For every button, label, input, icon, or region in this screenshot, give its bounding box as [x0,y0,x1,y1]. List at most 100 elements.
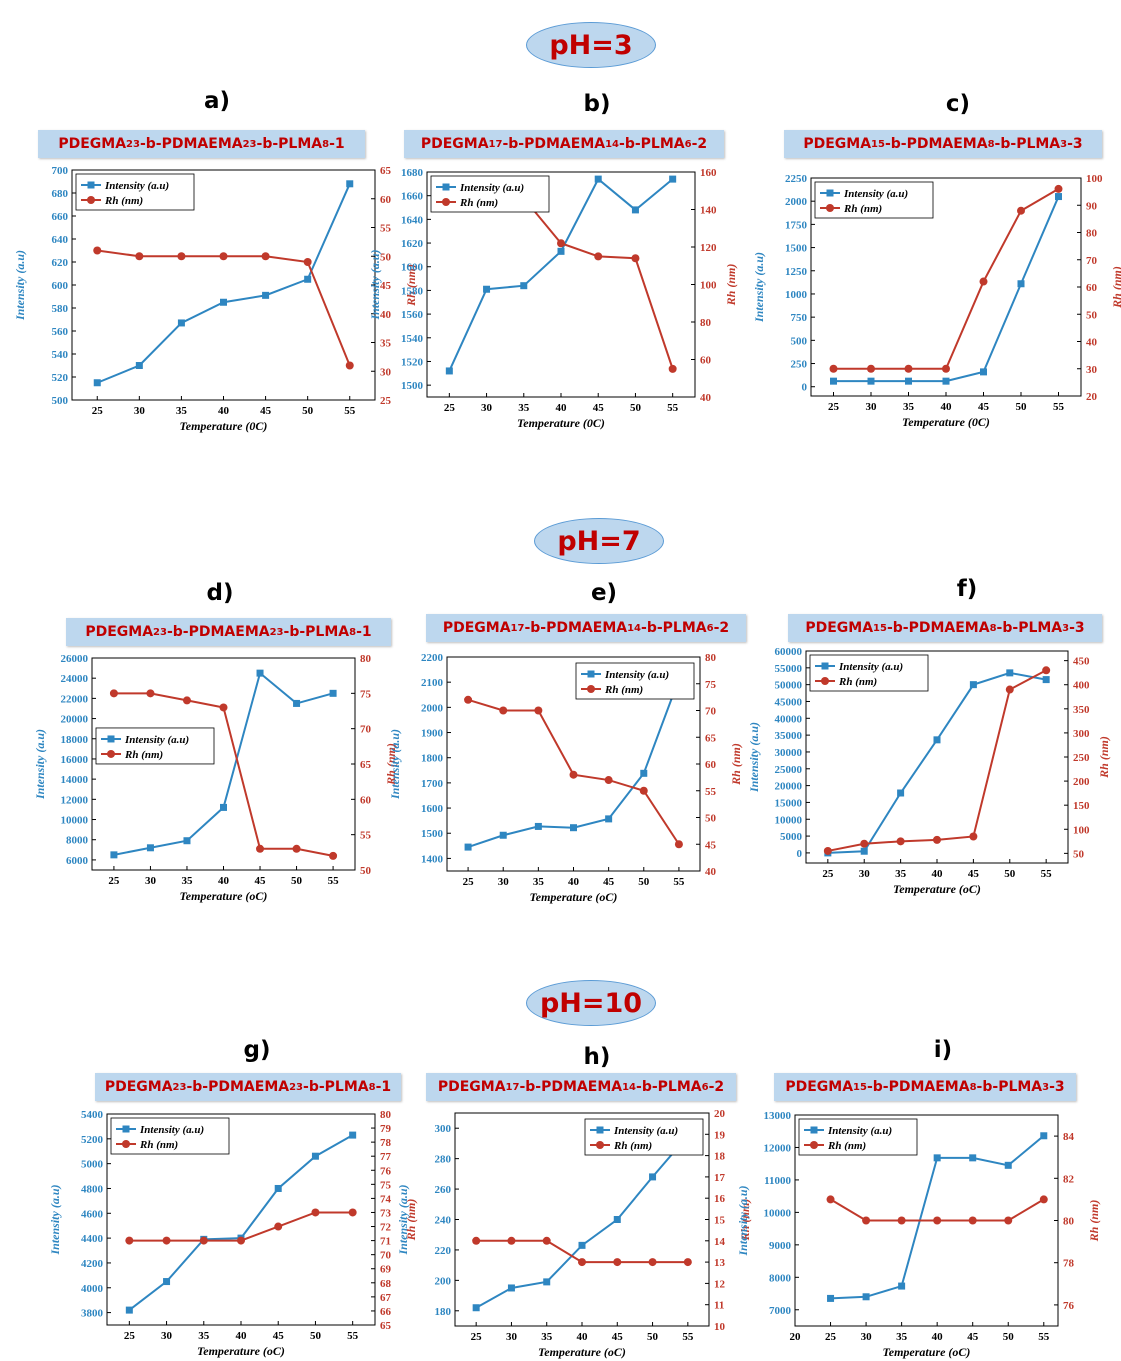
rh-point [1004,1216,1013,1225]
title-text: -1 [375,1079,392,1095]
x-axis-title: Temperature (oC) [538,1345,626,1359]
x-tick-label: 40 [218,875,230,887]
title-subscript: 14 [627,622,642,634]
legend-swatch-marker [826,204,834,212]
rh-point [125,1236,134,1245]
title-subscript: 17 [505,1081,520,1093]
rh-point [1054,184,1063,193]
intensity-point [1040,1132,1048,1140]
y-left-tick-label: 8000 [66,835,89,847]
title-text: -b-PDMAEMA [866,1079,970,1095]
x-axis-title: Temperature (0C) [517,416,605,430]
intensity-point [897,789,905,797]
y-left-tick-label: 12000 [61,794,89,806]
y-left-tick-label: 4200 [81,1258,104,1270]
legend-swatch-marker [826,189,834,197]
x-tick-label: 50 [291,875,303,887]
legend: Intensity (a.u) Rh (nm) [430,175,550,213]
intensity-point [472,1304,480,1312]
legend: Intensity (a.u) Rh (nm) [95,727,215,765]
intensity-point [1055,193,1062,201]
y-left-tick-label: 25000 [775,764,803,776]
y-left-tick-label: 60000 [775,646,803,658]
rh-point [933,835,941,844]
intensity-point [570,824,577,832]
y-left-tick-label: 520 [52,372,69,384]
intensity-point [649,1173,657,1181]
intensity-point [969,1154,977,1162]
y-right-tick-label: 70 [380,1250,392,1262]
intensity-point [110,851,118,859]
rh-point [578,1258,586,1267]
y-left-tick-label: 280 [435,1154,452,1166]
rh-point [219,252,228,261]
intensity-point [274,1184,282,1192]
intensity-point [329,689,337,697]
y-right-tick-label: 50 [705,813,717,825]
y-right-tick-label: 70 [360,724,372,736]
legend-label: Rh (nm) [827,1140,866,1152]
y-right-tick-label: 40 [380,309,392,321]
y-right-tick-label: 90 [1086,200,1098,212]
y-right-tick-label: 35 [380,338,392,350]
y-right-axis-title: Rh (nm) [404,1199,418,1242]
y-left-tick-label: 15000 [775,797,803,809]
x-tick-label: 25 [124,1330,136,1342]
title-subscript: 15 [873,622,887,634]
rh-point [860,839,869,848]
rh-point [639,786,648,795]
title-text: -2 [708,1079,725,1095]
title-subscript: 3 [1042,1081,1050,1093]
title-text: PDEGMA [85,624,154,640]
title-text: PDEGMA [805,620,874,636]
y-left-tick-label: 2000 [785,196,808,208]
y-right-tick-label: 60 [1086,282,1098,294]
x-tick-label: 45 [273,1330,285,1342]
title-text: -b-PDMAEMA [884,136,988,152]
title-subscript: 23 [242,138,257,150]
legend-label: Intensity (a.u) [827,1125,892,1137]
x-tick-label: 40 [932,868,944,880]
ph-7-badge: pH=7 [534,518,664,564]
y-right-tick-label: 100 [1073,824,1090,836]
y-left-tick-label: 200 [435,1275,452,1287]
legend-label: Intensity (a.u) [139,1124,204,1136]
y-left-tick-label: 560 [52,326,69,338]
rh-point [979,277,988,286]
y-left-tick-label: 540 [52,349,69,361]
y-right-tick-label: 70 [705,706,717,718]
y-right-axis-title: Rh (nm) [1110,266,1121,309]
y-right-tick-label: 350 [1073,704,1090,716]
y-left-tick-label: 24000 [61,673,89,685]
y-left-tick-label: 300 [435,1123,452,1135]
title-subscript: 6 [701,1081,709,1093]
legend-box [798,1118,918,1156]
y-right-tick-label: 65 [705,732,717,744]
y-left-tick-label: 12000 [764,1142,792,1154]
rh-point [897,1216,906,1225]
y-right-tick-label: 80 [1086,228,1098,240]
intensity-point [256,669,264,677]
x-tick-label: 20 [790,1331,802,1343]
legend-swatch-marker [596,1126,604,1134]
y-left-tick-label: 4800 [81,1183,104,1195]
title-text: -1 [356,624,372,640]
y-left-axis-title: Intensity (a.u) [752,252,766,323]
x-tick-label: 55 [1041,868,1053,880]
y-right-tick-label: 45 [705,839,717,851]
title-subscript: 23 [126,138,140,150]
y-right-tick-label: 70 [1086,255,1098,267]
intensity-point [163,1278,171,1286]
y-left-tick-label: 45000 [775,696,803,708]
rh-point [1039,1195,1048,1204]
x-tick-label: 40 [941,401,953,413]
x-tick-label: 45 [593,402,605,414]
y-right-tick-label: 74 [380,1193,392,1205]
y-left-tick-label: 2250 [785,173,808,185]
title-subscript: 6 [684,138,692,150]
y-right-tick-label: 67 [380,1292,392,1304]
y-left-tick-label: 1580 [401,285,424,297]
panel-letter-g: g) [243,1037,271,1063]
rh-point [329,851,338,860]
